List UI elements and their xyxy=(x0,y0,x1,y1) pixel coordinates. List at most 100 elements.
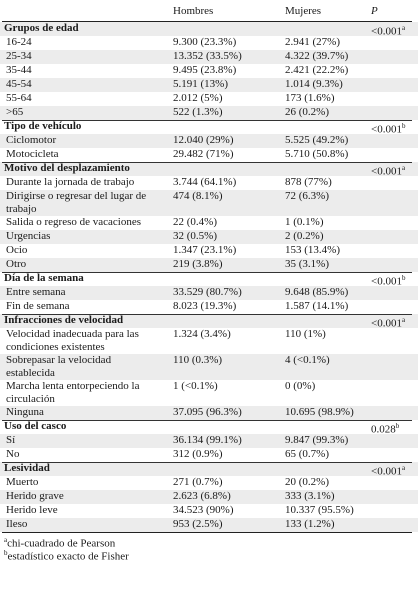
mujeres-value: 9.648 (85.9%) xyxy=(285,286,349,298)
table-row: Durante la jornada de trabajo 3.744 (64.1… xyxy=(0,176,418,190)
table-row: Herido leve 34.523 (90%) 10.337 (95.5%) xyxy=(0,504,418,518)
row-label: Ninguna xyxy=(6,406,44,418)
hombres-value: 22 (0.4%) xyxy=(173,216,217,228)
row-label: Sobrepasar la velocidad establecida xyxy=(6,354,112,379)
row-label: 16-24 xyxy=(6,36,32,48)
hombres-value: 522 (1.3%) xyxy=(173,106,223,118)
footnote: achi-cuadrado de Pearson xyxy=(4,534,115,551)
p-value-text: <0.001 xyxy=(371,317,402,330)
p-value: 0.028b xyxy=(371,420,399,437)
row-label: Dirigirse o regresar del lugar de trabaj… xyxy=(6,190,147,215)
hombres-value: 953 (2.5%) xyxy=(173,518,223,530)
footnote: bestadístico exacto de Fisher xyxy=(4,547,129,564)
table-row: Sí 36.134 (99.1%) 9.847 (99.3%) xyxy=(0,434,418,448)
table-row: No 312 (0.9%) 65 (0.7%) xyxy=(0,448,418,462)
table-row: 45-54 5.191 (13%) 1.014 (9.3%) xyxy=(0,78,418,92)
table-row: Motocicleta 29.482 (71%) 5.710 (50.8%) xyxy=(0,148,418,162)
hombres-value: 36.134 (99.1%) xyxy=(173,434,242,446)
hombres-value: 271 (0.7%) xyxy=(173,476,223,488)
mujeres-value: 4.322 (39.7%) xyxy=(285,50,349,62)
row-label: Marcha lenta entorpeciendo la circulació… xyxy=(6,380,140,405)
mujeres-value: 5.525 (49.2%) xyxy=(285,134,349,146)
mujeres-value: 10.337 (95.5%) xyxy=(285,504,354,516)
p-value-text: <0.001 xyxy=(371,25,402,38)
table-row: Sobrepasar la velocidad establecida 110 (… xyxy=(0,354,418,380)
table-row: Entre semana 33.529 (80.7%) 9.648 (85.9%) xyxy=(0,286,418,300)
hombres-value: 37.095 (96.3%) xyxy=(173,406,242,418)
header-hombres: Hombres xyxy=(173,5,214,17)
hombres-value: 9.300 (23.3%) xyxy=(173,36,237,48)
row-label: 55-64 xyxy=(6,92,32,104)
table-row: Ileso 953 (2.5%) 133 (1.2%) xyxy=(0,518,418,532)
table-row: Ciclomotor 12.040 (29%) 5.525 (49.2%) xyxy=(0,134,418,148)
row-label: Entre semana xyxy=(6,286,66,298)
table-row: Urgencias 32 (0.5%) 2 (0.2%) xyxy=(0,230,418,244)
group-row: Grupos de edad <0.001a xyxy=(0,22,418,39)
hombres-value: 5.191 (13%) xyxy=(173,78,228,90)
table-row: 35-44 9.495 (23.8%) 2.421 (22.2%) xyxy=(0,64,418,78)
mujeres-value: 35 (3.1%) xyxy=(285,258,329,270)
hombres-value: 219 (3.8%) xyxy=(173,258,223,270)
section-rule xyxy=(2,120,412,121)
footnote-text: estadístico exacto de Fisher xyxy=(7,550,129,563)
hombres-value: 3.744 (64.1%) xyxy=(173,176,237,188)
mujeres-value: 153 (13.4%) xyxy=(285,244,340,256)
p-value: <0.001a xyxy=(371,314,405,331)
p-value: <0.001a xyxy=(371,162,405,179)
row-label: Durante la jornada de trabajo xyxy=(6,176,135,188)
p-value-text: <0.001 xyxy=(371,165,402,178)
table-row: Muerto 271 (0.7%) 20 (0.2%) xyxy=(0,476,418,490)
row-label: 25-34 xyxy=(6,50,32,62)
row-label: Ciclomotor xyxy=(6,134,57,146)
group-row: Uso del casco 0.028b xyxy=(0,420,418,437)
hombres-value: 312 (0.9%) xyxy=(173,448,223,460)
p-value: <0.001a xyxy=(371,22,405,39)
mujeres-value: 1.014 (9.3%) xyxy=(285,78,343,90)
hombres-value: 33.529 (80.7%) xyxy=(173,286,242,298)
p-value-superscript: b xyxy=(395,422,400,430)
p-value: <0.001b xyxy=(371,272,405,289)
mujeres-value: 26 (0.2%) xyxy=(285,106,329,118)
p-value-superscript: b xyxy=(401,274,406,282)
mujeres-value: 20 (0.2%) xyxy=(285,476,329,488)
row-label: Herido grave xyxy=(6,490,64,502)
group-label: Motivo del desplazamiento xyxy=(4,162,130,174)
mujeres-value: 173 (1.6%) xyxy=(285,92,335,104)
section-rule xyxy=(2,314,412,315)
mujeres-value: 110 (1%) xyxy=(285,328,326,340)
hombres-value: 13.352 (33.5%) xyxy=(173,50,242,62)
table-row: 55-64 2.012 (5%) 173 (1.6%) xyxy=(0,92,418,106)
p-value-text: 0.028 xyxy=(371,423,396,436)
hombres-value: 1 (<0.1%) xyxy=(173,380,218,392)
row-label: No xyxy=(6,448,20,460)
group-label: Día de la semana xyxy=(4,272,84,284)
row-label: 35-44 xyxy=(6,64,32,76)
hombres-value: 8.023 (19.3%) xyxy=(173,300,237,312)
group-row: Tipo de vehículo <0.001b xyxy=(0,120,418,137)
table-row: Ocio 1.347 (23.1%) 153 (13.4%) xyxy=(0,244,418,258)
footnote-text: chi-cuadrado de Pearson xyxy=(7,537,116,550)
group-row: Infracciones de velocidad <0.001a xyxy=(0,314,418,331)
p-value: <0.001b xyxy=(371,120,405,137)
row-label: Herido leve xyxy=(6,504,58,516)
p-value: <0.001a xyxy=(371,462,405,479)
table-row: Herido grave 2.623 (6.8%) 333 (3.1%) xyxy=(0,490,418,504)
mujeres-value: 65 (0.7%) xyxy=(285,448,329,460)
row-label: Ileso xyxy=(6,518,28,530)
p-value-text: <0.001 xyxy=(371,123,402,136)
mujeres-value: 2 (0.2%) xyxy=(285,230,324,242)
mujeres-value: 1.587 (14.1%) xyxy=(285,300,349,312)
bottom-rule xyxy=(2,532,412,533)
section-rule xyxy=(2,162,412,163)
group-label: Tipo de vehículo xyxy=(4,120,82,132)
hombres-value: 12.040 (29%) xyxy=(173,134,234,146)
table-row: 25-34 13.352 (33.5%) 4.322 (39.7%) xyxy=(0,50,418,64)
mujeres-value: 0 (0%) xyxy=(285,380,316,392)
p-value-text: <0.001 xyxy=(371,465,402,478)
row-label: Sí xyxy=(6,434,16,446)
table-row: Ninguna 37.095 (96.3%) 10.695 (98.9%) xyxy=(0,406,418,420)
section-rule xyxy=(2,462,412,463)
mujeres-value: 2.421 (22.2%) xyxy=(285,64,349,76)
row-label: Muerto xyxy=(6,476,39,488)
row-label: Fin de semana xyxy=(6,300,70,312)
